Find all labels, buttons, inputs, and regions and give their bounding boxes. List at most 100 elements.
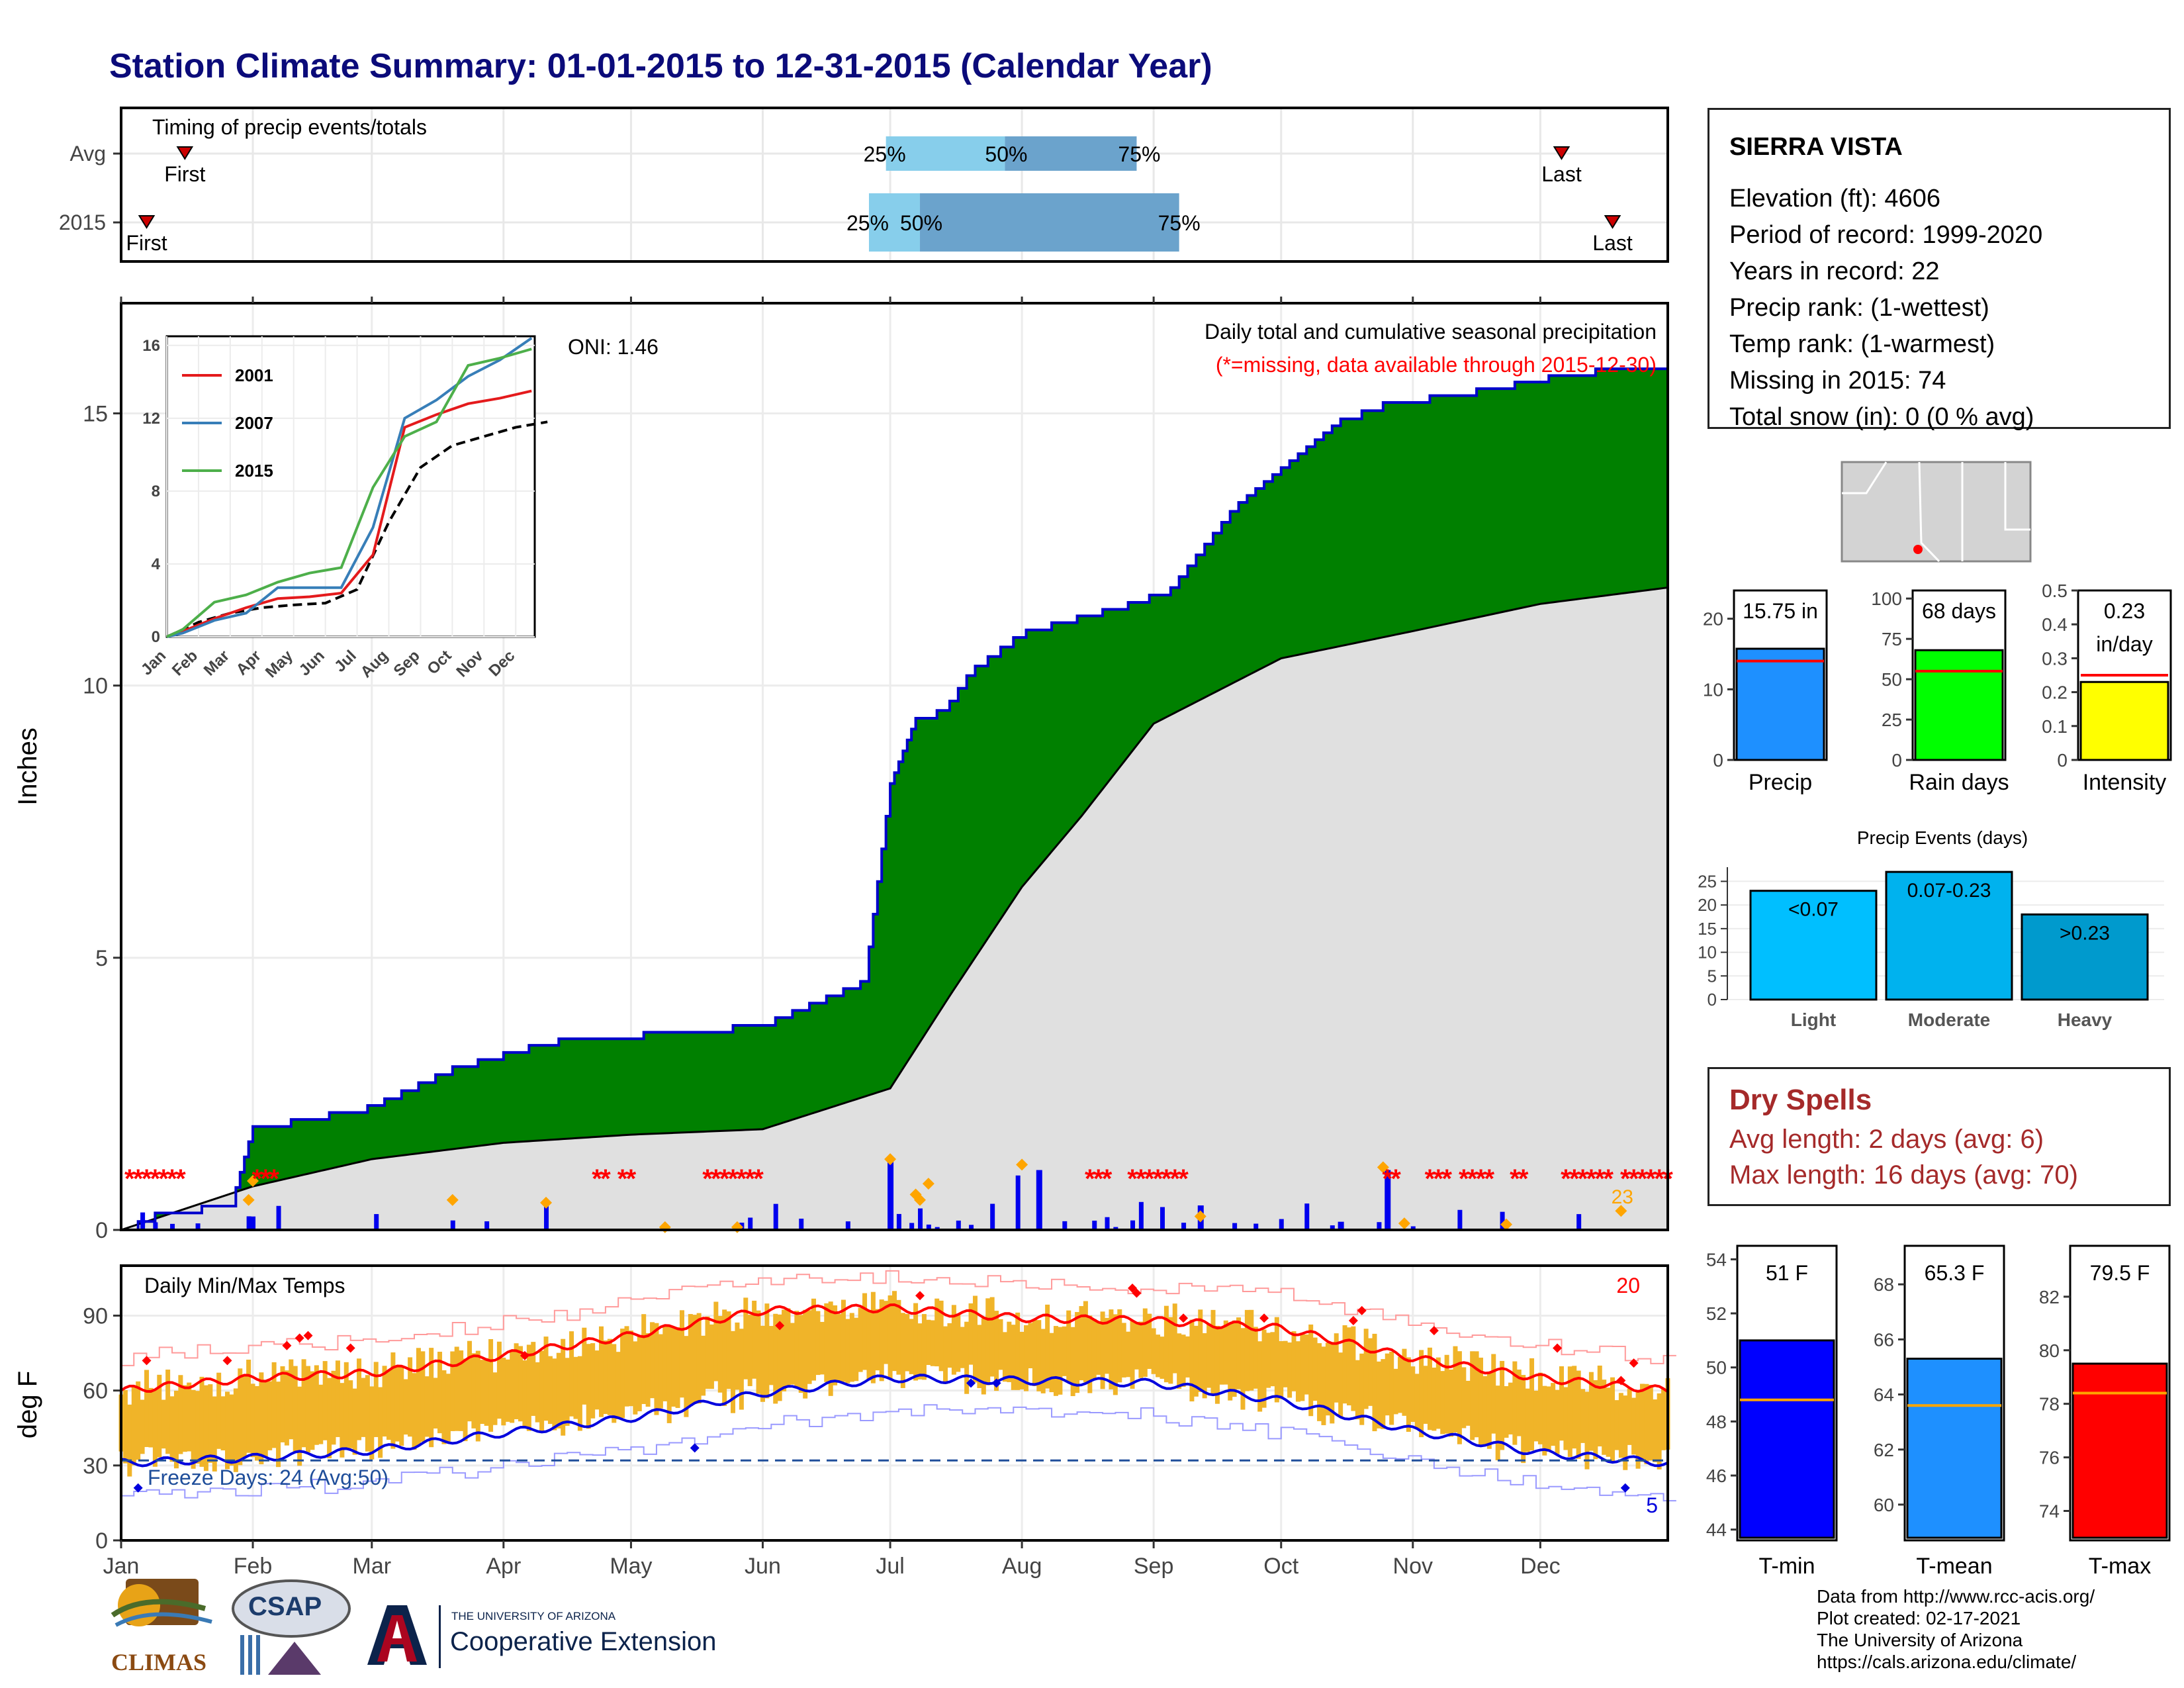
daily-temp-bar	[518, 1346, 523, 1422]
daily-temp-bar	[148, 1387, 154, 1448]
daily-temp-bar	[633, 1341, 638, 1415]
daily-temp-bar	[998, 1319, 1003, 1370]
daily-temp-bar	[441, 1370, 447, 1444]
daily-temp-bar	[1117, 1309, 1122, 1383]
daily-temp-bar	[565, 1358, 570, 1426]
daily-temp-bar	[590, 1343, 596, 1419]
missing-day-marker: *	[142, 1164, 152, 1194]
daily-precip-marker	[1016, 1158, 1028, 1171]
daily-temp-bar	[641, 1314, 647, 1405]
daily-temp-bar	[403, 1379, 408, 1435]
daily-temp-bar	[1142, 1308, 1148, 1377]
y-tick-label: 0	[95, 1218, 108, 1243]
daily-temp-bar	[1537, 1372, 1543, 1444]
daily-temp-bar	[242, 1375, 247, 1458]
daily-temp-bar	[276, 1382, 281, 1468]
missing-day-marker: *	[1459, 1164, 1469, 1194]
daily-precip-bar	[934, 1227, 940, 1230]
daily-temp-bar	[1580, 1389, 1586, 1443]
record-low-marker	[966, 1378, 976, 1388]
daily-temp-bar	[535, 1362, 540, 1423]
daily-temp-bar	[1355, 1360, 1360, 1420]
daily-precip-marker	[1615, 1205, 1627, 1217]
daily-temp-bar	[892, 1291, 897, 1372]
inset-legend-label: 2001	[235, 365, 273, 385]
missing-day-marker: *	[1153, 1164, 1163, 1194]
daily-precip-bar	[1385, 1170, 1391, 1230]
dry-spells-box: Dry Spells Avg length: 2 days (avg: 6) M…	[1707, 1067, 2171, 1206]
daily-temp-bar	[1049, 1333, 1054, 1393]
daily-temp-bar	[1079, 1306, 1084, 1381]
events-title: Precip Events (days)	[1857, 827, 2028, 848]
hot-days-count: 20	[1616, 1274, 1640, 1297]
daily-temp-bar	[858, 1307, 863, 1372]
ua-logo-bottom-text: Cooperative Extension	[450, 1627, 717, 1656]
rain-days-summary-label: Rain days	[1909, 770, 2009, 795]
daily-temp-bar	[569, 1331, 574, 1417]
month-label: Oct	[1263, 1554, 1298, 1579]
daily-temp-bar	[752, 1300, 757, 1379]
daily-temp-bar	[1261, 1329, 1267, 1408]
timing-last-label: Last	[1592, 231, 1633, 255]
daily-temp-bar	[1244, 1309, 1250, 1391]
timing-pct-label: 50%	[900, 211, 942, 235]
daily-temp-bar	[1279, 1340, 1284, 1399]
daily-temp-bar	[1100, 1311, 1105, 1389]
tmean-summary-bar	[1906, 1358, 2003, 1539]
daily-temp-bar	[131, 1385, 136, 1466]
daily-temp-bar	[692, 1315, 698, 1403]
record-high-marker	[282, 1340, 292, 1350]
daily-temp-bar	[586, 1344, 591, 1429]
daily-temp-bar	[127, 1404, 132, 1477]
climas-logo	[111, 1579, 212, 1627]
daily-temp-bar	[1304, 1334, 1309, 1395]
daily-precip-bar	[1232, 1223, 1238, 1230]
missing-day-marker: *	[711, 1164, 721, 1194]
timing-first-label: First	[164, 162, 205, 186]
daily-temp-bar	[1644, 1383, 1649, 1464]
record-high-marker	[222, 1356, 232, 1366]
daily-temp-bar	[1614, 1400, 1619, 1450]
csap-logo-text: CSAP	[248, 1592, 322, 1621]
daily-temp-bar	[768, 1326, 774, 1385]
missing-day-marker: *	[626, 1164, 637, 1194]
daily-temp-bar	[688, 1314, 693, 1407]
daily-temp-bar	[335, 1360, 340, 1437]
daily-temp-bar	[1372, 1333, 1377, 1432]
y-tick-label: 0.5	[2042, 581, 2068, 601]
daily-temp-bar	[819, 1321, 825, 1375]
daily-temp-bar	[412, 1373, 417, 1450]
daily-temp-bar	[934, 1298, 940, 1367]
daily-temp-bar	[1181, 1335, 1186, 1387]
precip-note-2: (*=missing, data available through 2015-…	[1216, 353, 1657, 377]
daily-precip-bar	[1160, 1207, 1165, 1230]
record-low-line	[121, 1404, 1676, 1502]
temp-y-axis-label: deg F	[13, 1371, 42, 1438]
daily-precip-bar	[1410, 1226, 1416, 1230]
missing-day-marker: *	[719, 1164, 730, 1194]
y-tick-label: 20	[1703, 609, 1723, 630]
daily-temp-bar	[357, 1358, 362, 1440]
rain-days-summary: 0 25 50 75 100 68 days Rain days	[1871, 588, 2009, 795]
daily-temp-bar	[246, 1359, 251, 1453]
daily-temp-bar	[459, 1350, 464, 1431]
y-tick-label: 0.4	[2042, 614, 2068, 635]
daily-temp-bar	[1011, 1325, 1016, 1390]
freeze-days-label: Freeze Days: 24 (Avg:50)	[148, 1466, 388, 1489]
dry-spells-max: Max length: 16 days (avg: 70)	[1729, 1160, 2078, 1190]
daily-precip-bar	[1500, 1211, 1505, 1230]
timing-last-marker	[1553, 146, 1570, 160]
daily-temp-bar	[747, 1315, 752, 1386]
daily-temp-bar	[624, 1326, 629, 1407]
daily-precip-bar	[1304, 1203, 1310, 1230]
daily-precip-bar	[276, 1205, 281, 1230]
average-min-line	[120, 1374, 1668, 1468]
daily-temp-bar	[607, 1338, 612, 1415]
daily-temp-bar	[463, 1358, 468, 1442]
daily-temp-bar	[811, 1298, 817, 1381]
record-high-marker	[1553, 1343, 1563, 1353]
daily-temp-bar	[157, 1374, 162, 1458]
daily-precip-bar	[1092, 1221, 1097, 1230]
daily-temp-bar	[1334, 1333, 1339, 1403]
